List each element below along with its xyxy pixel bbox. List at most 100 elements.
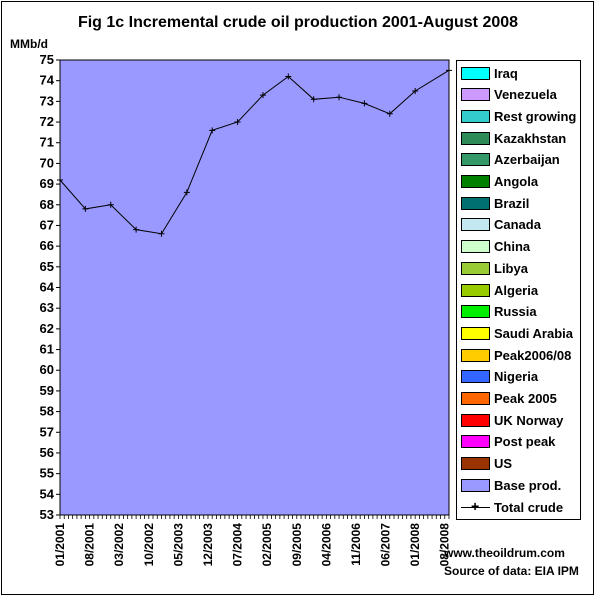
total-crude-point xyxy=(183,189,190,196)
legend-item-peak-2005: Peak 2005 xyxy=(461,389,557,409)
total-crude-point xyxy=(412,88,419,95)
legend-item-uk-norway: UK Norway xyxy=(461,410,563,430)
y-tick-label: 75 xyxy=(40,52,54,67)
legend-swatch xyxy=(461,392,490,405)
total-crude-point xyxy=(209,127,216,134)
legend-item-kazakhstan: Kazakhstan xyxy=(461,128,566,148)
x-tick-label: 05/2003 xyxy=(171,523,185,567)
legend-swatch xyxy=(461,196,490,210)
total-crude-point xyxy=(361,100,368,107)
legend-label: Nigeria xyxy=(494,369,539,385)
y-tick-label: 73 xyxy=(40,93,54,108)
legend-label: Iraq xyxy=(494,65,518,81)
source-text: Source of data: EIA IPM xyxy=(444,564,579,578)
total-crude-point xyxy=(107,201,114,208)
legend-label: Canada xyxy=(494,217,541,233)
credit-text: www.theoildrum.com xyxy=(444,546,565,560)
legend-label: Post peak xyxy=(494,434,556,450)
legend-item-algeria: Algeria xyxy=(461,280,538,300)
y-tick-label: 67 xyxy=(40,217,54,232)
total-crude-line xyxy=(59,69,450,235)
legend-swatch xyxy=(461,348,490,362)
legend-item-libya: Libya xyxy=(461,258,528,278)
legend-swatch xyxy=(461,153,490,167)
legend-label: UK Norway xyxy=(494,412,564,428)
y-tick-label: 69 xyxy=(40,176,54,191)
legend-label: Libya xyxy=(494,260,528,276)
legend-label: US xyxy=(494,456,513,472)
total-crude-point xyxy=(234,119,241,126)
x-tick-label: 01/2008 xyxy=(408,523,422,567)
legend-line-marker-icon xyxy=(461,498,490,514)
legend-label: Peak 2005 xyxy=(494,391,557,406)
legend-item-saudi-arabia: Saudi Arabia xyxy=(461,323,573,343)
legend-swatch xyxy=(461,240,490,254)
y-tick-label: 70 xyxy=(40,155,54,170)
legend-swatch xyxy=(461,218,490,232)
legend-item-nigeria: Nigeria xyxy=(461,367,538,387)
legend-item-us: US xyxy=(461,454,512,474)
x-tick-label: 06/2007 xyxy=(379,523,393,567)
legend-item-post-peak: Post peak xyxy=(461,432,555,452)
x-tick-label: 08/2001 xyxy=(83,523,97,567)
legend-swatch xyxy=(461,413,490,427)
legend-swatch xyxy=(461,478,490,492)
total-crude-point xyxy=(82,205,89,212)
legend-label: Azerbaijan xyxy=(494,152,560,168)
y-tick-label: 58 xyxy=(40,404,54,419)
x-tick-label: 03/2002 xyxy=(112,523,126,567)
legend-swatch xyxy=(461,457,490,471)
total-crude-point xyxy=(133,226,140,233)
total-crude-point xyxy=(285,73,292,80)
x-tick-label: 09/2005 xyxy=(290,523,304,567)
chart-legend: Iraq Venezuela Rest growing Kazakhstan Azerb… xyxy=(456,60,581,520)
legend-item-russia: Russia xyxy=(461,302,537,322)
y-tick-label: 54 xyxy=(40,486,55,501)
y-tick-label: 64 xyxy=(40,280,55,295)
y-tick-label: 57 xyxy=(40,424,54,439)
legend-label: Russia xyxy=(494,304,537,320)
y-axis-unit-label: MMb/d xyxy=(10,37,48,51)
x-tick-label: 08/2008 xyxy=(438,523,452,567)
legend-item-venezuela: Venezuela xyxy=(461,85,557,105)
legend-item-peak2006-08: Peak2006/08 xyxy=(461,345,571,365)
y-tick-label: 56 xyxy=(40,445,54,460)
legend-swatch xyxy=(461,131,490,145)
y-tick-label: 66 xyxy=(40,238,54,253)
y-tick-label: 63 xyxy=(40,300,54,315)
y-tick-label: 68 xyxy=(40,197,54,212)
legend-swatch xyxy=(461,175,490,188)
legend-swatch xyxy=(461,66,490,80)
legend-label: Algeria xyxy=(494,282,539,298)
total-crude-point xyxy=(310,96,317,103)
legend-label: Total crude xyxy=(494,499,564,515)
legend-swatch xyxy=(461,326,490,340)
total-crude-point xyxy=(158,230,165,237)
legend-swatch xyxy=(461,283,490,297)
legend-item-angola: Angola xyxy=(461,172,538,192)
legend-swatch xyxy=(461,88,490,102)
x-tick-label: 07/2004 xyxy=(231,523,245,567)
total-crude-point xyxy=(386,110,393,117)
legend-label: Angola xyxy=(494,174,539,189)
x-tick-label: 02/2005 xyxy=(260,523,274,567)
y-tick-label: 55 xyxy=(40,466,54,481)
y-tick-label: 72 xyxy=(40,114,54,129)
legend-swatch xyxy=(461,370,490,384)
y-tick-label: 61 xyxy=(40,342,54,357)
legend-label: Base prod. xyxy=(494,477,562,493)
legend-item-iraq: Iraq xyxy=(461,63,518,83)
legend-item-china: China xyxy=(461,237,530,257)
legend-swatch xyxy=(461,435,490,449)
y-tick-label: 62 xyxy=(40,321,54,336)
legend-swatch xyxy=(461,109,490,123)
x-tick-label: 10/2002 xyxy=(142,523,156,567)
chart-title: Fig 1c Incremental crude oil production … xyxy=(77,14,519,31)
legend-label: China xyxy=(494,239,531,255)
legend-item-canada: Canada xyxy=(461,215,541,235)
total-crude-point xyxy=(259,92,266,99)
legend-item-base-prod-: Base prod. xyxy=(461,475,561,495)
total-crude-point xyxy=(336,94,343,101)
legend-label: Kazakhstan xyxy=(494,130,567,146)
legend-item-azerbaijan: Azerbaijan xyxy=(461,150,560,170)
